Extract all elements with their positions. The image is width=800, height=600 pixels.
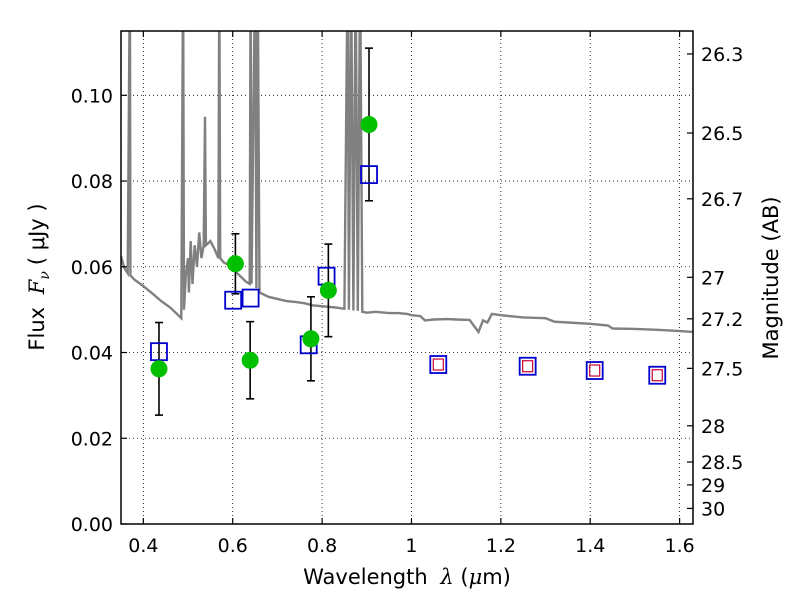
model-square-7 — [518, 356, 537, 376]
x-tick-label-5: 1.4 — [575, 535, 605, 557]
observed-point-2 — [241, 351, 259, 369]
limit-square-2 — [589, 364, 601, 377]
y-tick-label-2: 0.04 — [71, 343, 113, 365]
y2-tick-label-6: 28 — [701, 416, 725, 438]
y-tick-label-5: 0.10 — [71, 85, 113, 107]
photometry-markers — [150, 115, 667, 385]
y2-tick-label-0: 26.3 — [701, 44, 743, 66]
grid-lines — [121, 31, 693, 525]
y2-tick-label-2: 26.7 — [701, 189, 743, 211]
y2-tick-label-9: 30 — [701, 498, 725, 520]
x-tick-label-2: 0.8 — [307, 535, 337, 557]
y2-axis-label: Magnitude (AB) — [759, 196, 783, 359]
model-spectrum — [121, 31, 693, 335]
tick-labels: 0.4 0.6 0.8 1 1.2 1.4 1.6 0.00 0.02 0.04 0.06 0.08 0… — [71, 44, 744, 557]
y2-tick-label-7: 28.5 — [701, 452, 743, 474]
model-square-8 — [585, 361, 604, 380]
model-square-1 — [224, 290, 243, 310]
model-square-6 — [429, 355, 448, 374]
limit-square-1 — [522, 360, 534, 373]
y2-tick-label-5: 27.5 — [701, 358, 743, 380]
x-tick-label-6: 1.6 — [664, 535, 694, 557]
y-tick-label-3: 0.06 — [71, 257, 113, 279]
observed-point-0 — [150, 360, 168, 378]
observed-point-4 — [319, 281, 337, 299]
spectrum-line — [121, 31, 693, 335]
x-tick-label-0: 0.4 — [128, 535, 158, 557]
observed-point-3 — [302, 330, 320, 348]
x-axis-label: Wavelength λ (μm) — [303, 565, 511, 589]
model-square-2 — [241, 288, 260, 308]
x-tick-label-3: 1 — [405, 535, 417, 557]
model-square-5 — [360, 165, 378, 185]
observed-point-1 — [226, 255, 244, 273]
y-tick-label-1: 0.02 — [71, 428, 113, 450]
y-axis-label: Flux Fν( μJy ) — [25, 203, 53, 350]
y2-tick-label-4: 27.2 — [701, 309, 743, 331]
y-tick-label-4: 0.08 — [71, 171, 113, 193]
y2-tick-label-3: 27 — [701, 267, 725, 289]
plot-frame — [120, 30, 694, 525]
axis-ticks — [121, 31, 693, 525]
y-tick-label-0: 0.00 — [71, 514, 113, 536]
observed-point-5 — [360, 115, 378, 133]
limit-square-3 — [651, 369, 663, 382]
y2-tick-label-1: 26.5 — [701, 123, 743, 145]
error-bars — [154, 47, 374, 416]
limit-square-0 — [432, 358, 444, 371]
x-tick-label-4: 1.2 — [486, 535, 516, 557]
x-tick-label-1: 0.6 — [218, 535, 248, 557]
model-square-0 — [150, 342, 168, 362]
model-square-9 — [648, 365, 667, 385]
y2-tick-label-8: 29 — [701, 475, 725, 497]
